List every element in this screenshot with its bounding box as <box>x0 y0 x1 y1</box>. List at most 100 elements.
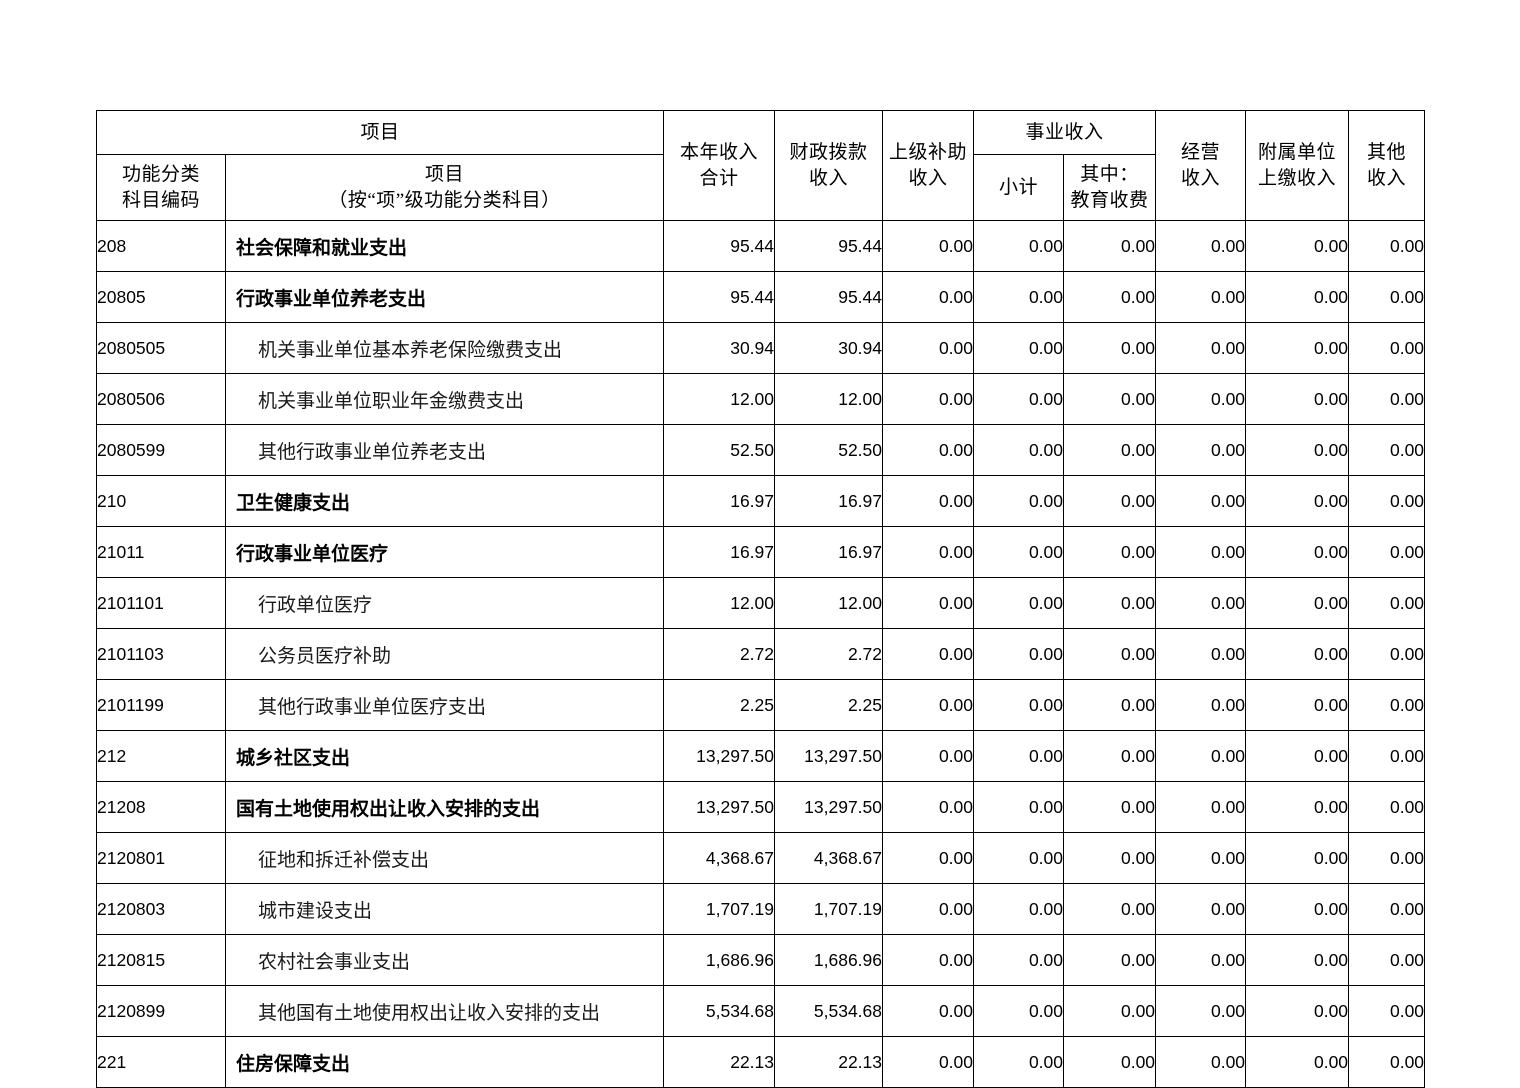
cell-operating-income: 0.00 <box>1155 373 1247 425</box>
cell-function-code: 2101199 <box>96 679 226 731</box>
cell-function-code: 2120815 <box>96 934 226 986</box>
cell-superior-subsidy: 0.00 <box>882 781 975 833</box>
cell-other-income: 0.00 <box>1348 730 1426 782</box>
cell-total-income: 2.72 <box>663 628 776 680</box>
cell-function-code: 2120803 <box>96 883 226 935</box>
cell-other-income: 0.00 <box>1348 679 1426 731</box>
cell-business-education-fee: 0.00 <box>1063 322 1157 374</box>
table-row: 2080506 机关事业单位职业年金缴费支出 12.00 12.00 0.00 0.00 0… <box>96 373 1426 425</box>
header-function-code-line1: 功能分类 <box>121 164 200 186</box>
item-name-text: 机关事业单位职业年金缴费支出 <box>258 390 525 412</box>
cell-item-name: 城市建设支出 <box>224 883 665 935</box>
table-row: 2120815 农村社会事业支出 1,686.96 1,686.96 0.00 0.00 0… <box>96 934 1426 986</box>
cell-affiliate-remittance: 0.00 <box>1245 526 1350 578</box>
cell-business-subtotal: 0.00 <box>973 679 1065 731</box>
cell-total-income: 30.94 <box>663 322 776 374</box>
header-other-income: 其他 收入 <box>1348 110 1426 221</box>
cell-business-subtotal: 0.00 <box>973 832 1065 884</box>
cell-business-subtotal: 0.00 <box>973 373 1065 425</box>
header-fiscal-line2: 收入 <box>809 167 849 189</box>
cell-business-education-fee: 0.00 <box>1063 526 1157 578</box>
header-function-code-line2: 科目编码 <box>121 189 200 211</box>
cell-total-income: 4,368.67 <box>663 832 776 884</box>
header-business-subtotal: 小计 <box>973 154 1065 221</box>
cell-business-subtotal: 0.00 <box>973 220 1065 272</box>
header-affiliate-remittance: 附属单位 上缴收入 <box>1245 110 1350 221</box>
cell-superior-subsidy: 0.00 <box>882 271 975 323</box>
cell-affiliate-remittance: 0.00 <box>1245 832 1350 884</box>
cell-item-name: 其他行政事业单位医疗支出 <box>224 679 665 731</box>
cell-other-income: 0.00 <box>1348 220 1426 272</box>
cell-affiliate-remittance: 0.00 <box>1245 271 1350 323</box>
cell-operating-income: 0.00 <box>1155 832 1247 884</box>
cell-item-name: 卫生健康支出 <box>224 475 665 527</box>
header-superior-line1: 上级补助 <box>889 142 968 164</box>
cell-affiliate-remittance: 0.00 <box>1245 1036 1350 1088</box>
cell-item-name: 城乡社区支出 <box>224 730 665 782</box>
table-row: 21011 行政事业单位医疗 16.97 16.97 0.00 0.00 0.00 0.00 0… <box>96 526 1426 578</box>
cell-total-income: 1,686.96 <box>663 934 776 986</box>
cell-function-code: 2080599 <box>96 424 226 476</box>
cell-function-code: 212 <box>96 730 226 782</box>
cell-item-name: 机关事业单位基本养老保险缴费支出 <box>224 322 665 374</box>
cell-affiliate-remittance: 0.00 <box>1245 679 1350 731</box>
header-total-income: 本年收入 合计 <box>663 110 776 221</box>
table-row: 208 社会保障和就业支出 95.44 95.44 0.00 0.00 0.00 0.00 0.… <box>96 220 1426 272</box>
cell-function-code: 20805 <box>96 271 226 323</box>
table-row: 2080505 机关事业单位基本养老保险缴费支出 30.94 30.94 0.00 0.0… <box>96 322 1426 374</box>
item-name-text: 其他行政事业单位医疗支出 <box>258 696 487 718</box>
cell-business-subtotal: 0.00 <box>973 475 1065 527</box>
item-name-text: 行政单位医疗 <box>258 594 373 616</box>
table-row: 221 住房保障支出 22.13 22.13 0.00 0.00 0.00 0.00 0.00 0… <box>96 1036 1426 1088</box>
cell-total-income: 12.00 <box>663 577 776 629</box>
header-operating-line1: 经营 <box>1181 142 1221 164</box>
cell-other-income: 0.00 <box>1348 781 1426 833</box>
cell-total-income: 13,297.50 <box>663 730 776 782</box>
header-operating-line2: 收入 <box>1181 167 1221 189</box>
cell-affiliate-remittance: 0.00 <box>1245 730 1350 782</box>
cell-operating-income: 0.00 <box>1155 271 1247 323</box>
cell-other-income: 0.00 <box>1348 934 1426 986</box>
header-superior-subsidy: 上级补助 收入 <box>882 110 975 221</box>
cell-business-education-fee: 0.00 <box>1063 985 1157 1037</box>
header-row-1: 项目 本年收入 合计 财政拨款 收入 上级补助 收入 事业收入 经营 收入 <box>95 110 1426 221</box>
table-row: 210 卫生健康支出 16.97 16.97 0.00 0.00 0.00 0.00 0.00 0… <box>96 475 1426 527</box>
cell-business-subtotal: 0.00 <box>973 424 1065 476</box>
header-item-name: 项目 （按“项”级功能分类科目） <box>224 154 665 221</box>
cell-business-education-fee: 0.00 <box>1063 424 1157 476</box>
cell-item-name: 农村社会事业支出 <box>224 934 665 986</box>
table-row: 2101101 行政单位医疗 12.00 12.00 0.00 0.00 0.00 0.00 0… <box>96 577 1426 629</box>
cell-affiliate-remittance: 0.00 <box>1245 985 1350 1037</box>
cell-business-subtotal: 0.00 <box>973 781 1065 833</box>
cell-business-education-fee: 0.00 <box>1063 271 1157 323</box>
cell-function-code: 2101101 <box>96 577 226 629</box>
item-name-text: 行政事业单位养老支出 <box>236 288 427 310</box>
item-name-text: 农村社会事业支出 <box>258 951 411 973</box>
cell-business-subtotal: 0.00 <box>973 322 1065 374</box>
header-operating-income: 经营 收入 <box>1155 110 1247 221</box>
cell-total-income: 16.97 <box>663 475 776 527</box>
cell-business-education-fee: 0.00 <box>1063 1036 1157 1088</box>
item-name-text: 住房保障支出 <box>236 1053 351 1075</box>
cell-business-subtotal: 0.00 <box>973 628 1065 680</box>
cell-function-code: 2101103 <box>96 628 226 680</box>
cell-superior-subsidy: 0.00 <box>882 679 975 731</box>
cell-total-income: 12.00 <box>663 373 776 425</box>
cell-total-income: 13,297.50 <box>663 781 776 833</box>
header-affiliate-line2: 上缴收入 <box>1258 167 1337 189</box>
table-row: 2120801 征地和拆迁补偿支出 4,368.67 4,368.67 0.00 0.00… <box>96 832 1426 884</box>
cell-total-income: 2.25 <box>663 679 776 731</box>
cell-business-education-fee: 0.00 <box>1063 883 1157 935</box>
header-project-group: 项目 <box>95 110 665 155</box>
cell-operating-income: 0.00 <box>1155 679 1247 731</box>
cell-other-income: 0.00 <box>1348 1036 1426 1088</box>
header-total-income-line1: 本年收入 <box>680 142 759 164</box>
item-name-text: 城市建设支出 <box>258 900 373 922</box>
cell-other-income: 0.00 <box>1348 373 1426 425</box>
cell-function-code: 2120801 <box>96 832 226 884</box>
cell-superior-subsidy: 0.00 <box>882 526 975 578</box>
cell-fiscal-appropriation: 22.13 <box>774 1036 884 1088</box>
cell-other-income: 0.00 <box>1348 322 1426 374</box>
cell-operating-income: 0.00 <box>1155 985 1247 1037</box>
header-business-edu-line1: 其中： <box>1080 164 1139 186</box>
